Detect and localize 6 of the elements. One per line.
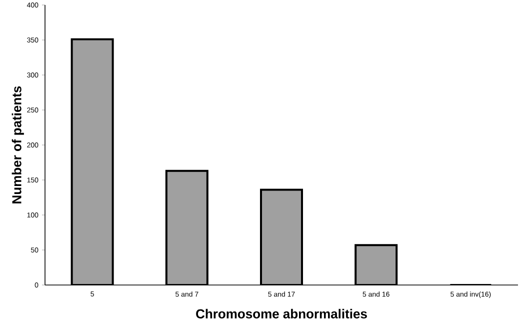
bar: [165, 170, 208, 285]
bar: [70, 38, 114, 285]
y-axis-title: Number of patients: [12, 86, 24, 204]
x-axis-title: Chromosome abnormalities: [196, 308, 367, 318]
bar: [354, 244, 398, 285]
bar: [260, 188, 303, 285]
